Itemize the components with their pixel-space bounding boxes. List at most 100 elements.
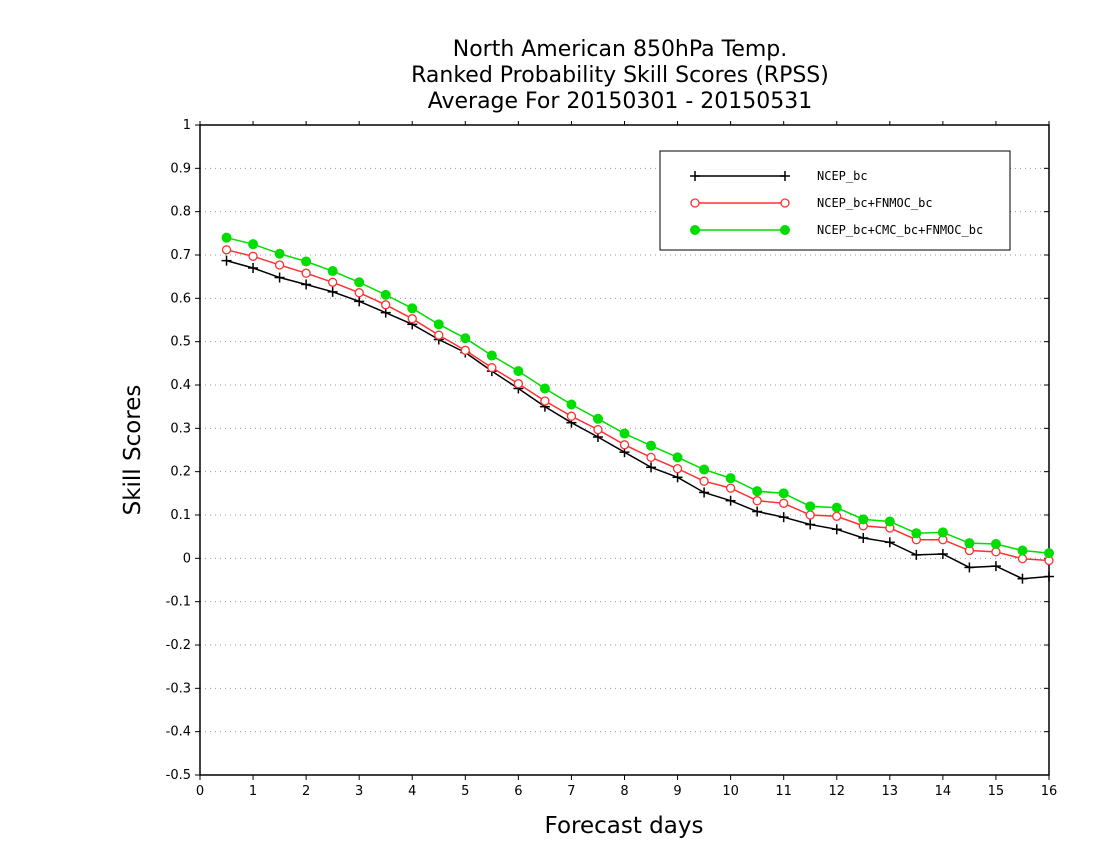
x-tick-label: 1 bbox=[249, 784, 257, 799]
data-point-plus bbox=[780, 171, 790, 181]
data-point-filled-circle bbox=[248, 239, 259, 250]
data-point-filled-circle bbox=[1017, 545, 1028, 556]
data-point-filled-circle bbox=[513, 366, 524, 377]
data-point-plus bbox=[752, 506, 763, 517]
y-tick-label: -0.2 bbox=[166, 638, 191, 653]
data-point-open-circle bbox=[805, 510, 815, 520]
data-point-filled-circle bbox=[831, 502, 842, 513]
y-tick-label: -0.4 bbox=[166, 725, 191, 740]
data-point-filled-circle bbox=[486, 350, 497, 361]
data-point-filled-circle bbox=[380, 289, 391, 300]
x-tick-label: 4 bbox=[408, 784, 416, 799]
series-group bbox=[221, 232, 1054, 584]
data-point-filled-circle bbox=[646, 440, 657, 451]
legend-label: NCEP_bc bbox=[817, 169, 868, 183]
data-point-open-circle bbox=[725, 483, 736, 493]
data-point-open-circle bbox=[301, 268, 311, 278]
legend-box bbox=[659, 150, 1011, 251]
x-tick-label: 2 bbox=[302, 784, 310, 799]
data-point-filled-circle bbox=[911, 528, 922, 539]
legend-label: NCEP_bc+FNMOC_bc bbox=[817, 196, 933, 210]
data-point-open-circle bbox=[1017, 554, 1028, 564]
data-point-open-circle bbox=[779, 498, 789, 508]
x-tick-label: 3 bbox=[355, 784, 363, 799]
data-point-filled-circle bbox=[990, 539, 1001, 550]
chart-title-line-1: North American 850hPa Temp. bbox=[452, 37, 788, 62]
data-point-open-circle bbox=[354, 288, 364, 298]
legend: NCEP_bc NCEP_bc+FNMOC_bc NCEP_bc+CMC_bc+FN… bbox=[659, 150, 1011, 251]
data-point-open-circle bbox=[407, 314, 417, 324]
x-axis-label: Forecast days bbox=[545, 813, 704, 839]
data-point-filled-circle bbox=[619, 428, 630, 439]
chart-title-line-3: Average For 20150301 - 20150531 bbox=[427, 89, 813, 114]
data-point-filled-circle bbox=[964, 538, 975, 549]
data-point-plus bbox=[221, 255, 232, 266]
data-point-open-circle bbox=[646, 452, 656, 463]
y-tick-label: -0.3 bbox=[166, 681, 191, 696]
data-point-open-circle bbox=[619, 440, 630, 450]
data-point-open-circle bbox=[566, 411, 577, 421]
data-point-open-circle bbox=[274, 260, 285, 270]
series-1 bbox=[221, 245, 1054, 566]
x-tick-label: 9 bbox=[673, 784, 681, 799]
data-point-open-circle bbox=[434, 330, 444, 340]
data-point-plus bbox=[911, 549, 922, 560]
data-point-plus bbox=[778, 512, 789, 523]
data-point-plus bbox=[327, 286, 338, 297]
series-0 bbox=[221, 255, 1054, 584]
x-tick-label: 14 bbox=[935, 784, 952, 799]
data-point-filled-circle bbox=[725, 473, 736, 484]
data-point-plus bbox=[725, 495, 736, 506]
data-point-open-circle bbox=[513, 379, 524, 389]
data-point-open-circle bbox=[460, 345, 470, 355]
data-point-open-circle bbox=[690, 198, 700, 208]
data-point-filled-circle bbox=[407, 303, 418, 314]
data-point-plus bbox=[274, 272, 285, 283]
data-point-filled-circle bbox=[221, 232, 232, 243]
data-point-open-circle bbox=[328, 277, 338, 287]
x-tick-label: 5 bbox=[461, 784, 469, 799]
data-point-plus bbox=[646, 462, 657, 473]
data-point-plus bbox=[805, 519, 816, 530]
data-point-plus bbox=[699, 487, 710, 498]
data-point-open-circle bbox=[672, 463, 683, 474]
x-tick-label: 6 bbox=[514, 784, 522, 799]
data-point-filled-circle bbox=[460, 333, 471, 344]
data-point-filled-circle bbox=[301, 256, 312, 267]
series-line bbox=[226, 259, 1050, 580]
data-point-plus bbox=[964, 562, 975, 573]
series-2 bbox=[221, 232, 1054, 559]
legend-label: NCEP_bc+CMC_bc+FNMOC_bc bbox=[817, 223, 983, 237]
data-point-plus bbox=[831, 524, 842, 535]
x-tick-label: 0 bbox=[196, 784, 204, 799]
data-point-plus bbox=[301, 279, 312, 290]
data-point-plus bbox=[690, 171, 700, 181]
data-point-filled-circle bbox=[858, 514, 869, 525]
data-point-plus bbox=[937, 549, 948, 559]
legend-entry: NCEP_bc bbox=[690, 169, 868, 183]
data-point-filled-circle bbox=[778, 488, 789, 499]
data-point-open-circle bbox=[832, 511, 842, 521]
y-tick-label: -0.5 bbox=[166, 768, 191, 783]
chart-title-line-2: Ranked Probability Skill Scores (RPSS) bbox=[411, 63, 829, 88]
data-point-open-circle bbox=[381, 300, 391, 310]
x-tick-label: 8 bbox=[620, 784, 628, 799]
legend-entry: NCEP_bc+FNMOC_bc bbox=[690, 196, 933, 210]
y-tick-label: 0.7 bbox=[170, 248, 191, 263]
data-point-filled-circle bbox=[690, 225, 700, 235]
series-line bbox=[226, 236, 1050, 554]
data-point-filled-circle bbox=[592, 413, 603, 424]
legend-entry: NCEP_bc+CMC_bc+FNMOC_bc bbox=[690, 223, 983, 237]
data-point-plus bbox=[672, 472, 683, 483]
data-point-plus bbox=[884, 537, 895, 548]
data-point-plus bbox=[1044, 571, 1054, 582]
y-axis-label: Skill Scores bbox=[120, 385, 146, 516]
data-point-plus bbox=[354, 296, 365, 307]
data-point-open-circle bbox=[752, 496, 762, 506]
data-point-open-circle bbox=[540, 396, 550, 406]
data-point-open-circle bbox=[780, 198, 790, 208]
y-tick-label: 0.8 bbox=[170, 205, 191, 220]
data-point-filled-circle bbox=[354, 277, 365, 288]
data-point-filled-circle bbox=[937, 527, 948, 538]
